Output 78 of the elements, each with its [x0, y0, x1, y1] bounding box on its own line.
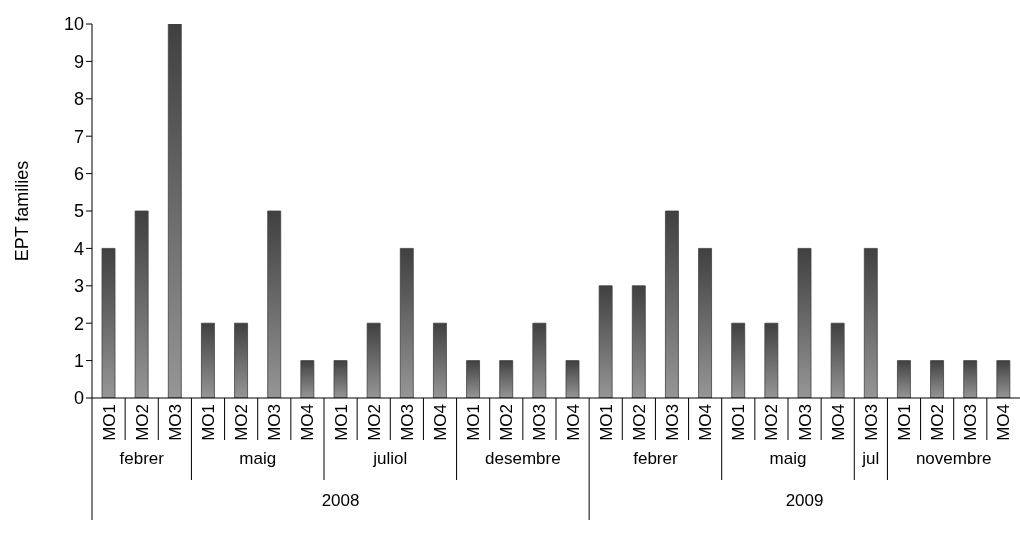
- bar: [731, 322, 746, 398]
- bar: [830, 322, 845, 398]
- bar: [234, 322, 248, 398]
- text: febrer: [119, 449, 165, 468]
- bar: [930, 360, 944, 398]
- y-tick-label: 1: [73, 350, 84, 371]
- bar: [466, 360, 480, 398]
- text: maig: [769, 449, 807, 468]
- text: desembre: [485, 449, 561, 468]
- bar: [201, 322, 215, 398]
- bar: [532, 322, 547, 398]
- x-tick-label: MO4: [431, 404, 450, 441]
- bar: [598, 285, 613, 398]
- x-tick-label: MO1: [331, 404, 351, 441]
- bar: [863, 248, 878, 398]
- x-tick-label: MO2: [928, 404, 948, 441]
- text: 2008: [321, 491, 360, 510]
- y-axis-title: EPT families: [12, 160, 33, 262]
- bar: [300, 360, 315, 398]
- x-tick-label: MO3: [397, 404, 417, 441]
- bar: [499, 360, 514, 398]
- x-tick-label: MO1: [464, 404, 484, 441]
- x-tick-label: MO2: [364, 404, 384, 441]
- x-tick-label: MO4: [828, 404, 848, 441]
- bar: [797, 248, 812, 398]
- y-tick-label: 9: [73, 51, 84, 72]
- x-tick-label: MO1: [895, 404, 914, 441]
- x-tick-label: MO4: [563, 404, 583, 441]
- bar: [631, 285, 646, 398]
- bar: [665, 210, 679, 398]
- x-tick-label: MO2: [132, 404, 152, 441]
- bar: [963, 360, 978, 398]
- x-tick-label: MO3: [530, 404, 550, 441]
- y-tick-label: 6: [73, 163, 84, 184]
- y-tick-label: 3: [73, 276, 84, 297]
- bar: [996, 360, 1011, 398]
- x-tick-label: MO2: [497, 404, 517, 441]
- text: jul: [861, 449, 880, 468]
- text: maig: [239, 449, 277, 468]
- text: 2009: [785, 491, 824, 510]
- y-tick-label: 7: [73, 126, 84, 147]
- x-tick-label: MO4: [298, 404, 318, 441]
- x-tick-label: MO3: [795, 404, 815, 441]
- bar: [167, 24, 182, 398]
- y-tick-label: 5: [73, 201, 84, 222]
- x-tick-label: MO1: [596, 404, 616, 441]
- text: juliol: [372, 449, 408, 468]
- x-tick-label: MO3: [961, 404, 981, 441]
- x-tick-label: MO3: [265, 404, 285, 441]
- x-tick-label: MO4: [994, 404, 1014, 441]
- y-tick-label: 8: [73, 89, 84, 110]
- bar: [764, 322, 779, 398]
- text: febrer: [633, 449, 678, 468]
- x-tick-label: MO1: [729, 404, 749, 441]
- bar: [698, 248, 712, 398]
- bar: [433, 322, 447, 398]
- bar: [267, 210, 282, 398]
- y-tick-label: 0: [73, 388, 84, 409]
- x-tick-label: MO4: [696, 404, 716, 441]
- x-tick-label: MO2: [762, 404, 782, 441]
- x-tick-label: MO2: [232, 404, 252, 441]
- bar: [399, 248, 414, 398]
- y-tick-label: 4: [73, 238, 84, 259]
- bar: [366, 322, 381, 398]
- y-tick-label: 10: [63, 14, 84, 35]
- bar: [333, 360, 348, 398]
- x-tick-label: MO2: [629, 404, 649, 441]
- bar: [565, 360, 580, 398]
- text: novembre: [915, 449, 992, 468]
- x-tick-label: MO3: [861, 404, 881, 441]
- x-tick-label: MO1: [199, 404, 218, 441]
- x-tick-label: MO1: [99, 404, 119, 441]
- bar: [101, 248, 116, 398]
- y-tick-label: 2: [73, 313, 84, 334]
- bar: [897, 360, 911, 398]
- x-tick-label: MO3: [663, 404, 682, 441]
- x-tick-label: MO3: [165, 404, 185, 441]
- bar: [134, 210, 149, 398]
